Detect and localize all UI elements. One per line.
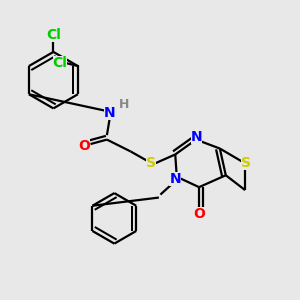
Text: S: S bbox=[146, 156, 157, 170]
Text: N: N bbox=[104, 106, 116, 120]
Text: N: N bbox=[191, 130, 203, 144]
Text: Cl: Cl bbox=[46, 28, 61, 42]
Text: O: O bbox=[78, 139, 90, 152]
Text: N: N bbox=[169, 172, 181, 186]
Text: O: O bbox=[193, 207, 205, 221]
Text: S: S bbox=[241, 156, 251, 170]
Text: H: H bbox=[119, 98, 129, 111]
Text: Cl: Cl bbox=[52, 56, 68, 70]
